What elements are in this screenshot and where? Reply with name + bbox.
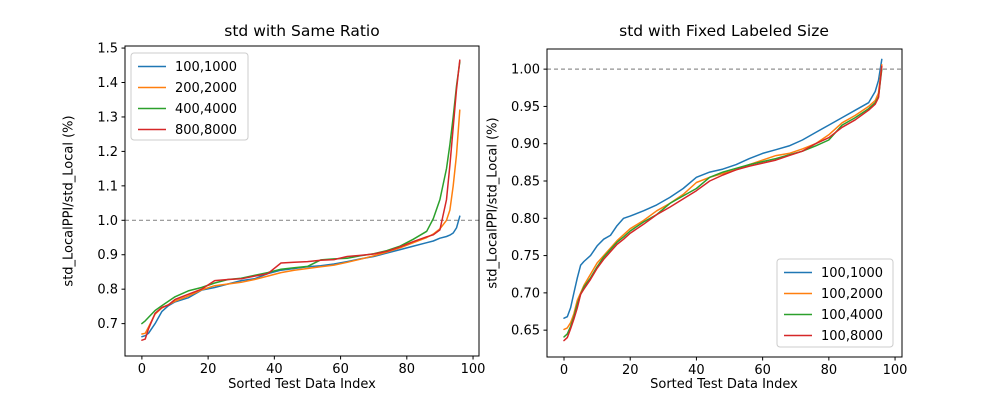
x-tick-label: 80 xyxy=(399,362,416,377)
y-tick-label: 1.2 xyxy=(97,145,118,160)
y-tick-label: 0.90 xyxy=(511,137,540,152)
x-tick-label: 60 xyxy=(332,362,349,377)
x-tick-label: 40 xyxy=(688,363,705,378)
x-tick-label: 0 xyxy=(138,362,146,377)
series-line-100-1000 xyxy=(141,215,461,338)
x-tick-label: 0 xyxy=(560,363,568,378)
x-tick-label: 100 xyxy=(461,362,486,377)
legend: 100,1000 200,2000 400,4000 800,8000 xyxy=(130,52,249,141)
legend-box xyxy=(776,258,894,348)
x-tick-label: 60 xyxy=(754,363,771,378)
chart-1: 0 20 40 60 80 100 0.65 0.70 0.75 0.80 0.85 0.90 0.95… xyxy=(511,48,908,378)
legend-label: 100,1000 xyxy=(821,266,883,281)
series-line-800-8000 xyxy=(141,59,461,341)
series-line-100-8000 xyxy=(563,65,883,342)
x-tick-label: 20 xyxy=(200,362,217,377)
legend-label: 100,4000 xyxy=(821,308,883,323)
plot-border xyxy=(546,48,903,358)
y-tick-label: 0.75 xyxy=(511,249,540,264)
series-line-100-1000 xyxy=(563,58,883,319)
plot-border xyxy=(124,45,480,357)
y-tick-label: 1.1 xyxy=(97,179,118,194)
series-line-200-2000 xyxy=(141,109,461,335)
legend-label: 100,8000 xyxy=(821,329,883,344)
legend-label: 100,2000 xyxy=(821,287,883,302)
y-tick-label: 0.65 xyxy=(511,324,540,339)
y-tick-label: 1.3 xyxy=(97,110,118,125)
y-tick-label: 0.80 xyxy=(511,212,540,227)
legend-label: 800,8000 xyxy=(175,123,237,138)
legend: 100,1000 100,2000 100,4000 100,8000 xyxy=(776,258,894,348)
x-tick-label: 40 xyxy=(266,362,283,377)
y-tick-label: 1.00 xyxy=(511,63,540,78)
series-line-400-4000 xyxy=(141,61,461,325)
y-tick-label: 1.0 xyxy=(97,214,118,229)
y-tick-label: 1.4 xyxy=(97,76,118,91)
x-tick-label: 80 xyxy=(821,363,838,378)
y-tick-label: 0.85 xyxy=(511,175,540,190)
y-tick-label: 0.9 xyxy=(97,248,118,263)
y-tick-label: 0.7 xyxy=(97,317,118,332)
legend-label: 400,4000 xyxy=(175,102,237,117)
legend-label: 200,2000 xyxy=(175,81,237,96)
x-tick-label: 20 xyxy=(622,363,639,378)
y-tick-label: 0.70 xyxy=(511,286,540,301)
legend-box xyxy=(130,52,249,141)
y-tick-label: 0.95 xyxy=(511,100,540,115)
legend-label: 100,1000 xyxy=(175,60,237,75)
x-tick-label: 100 xyxy=(883,363,908,378)
y-tick-label: 0.8 xyxy=(97,283,118,298)
chart-0: 0 20 40 60 80 100 0.7 0.8 0.9 1.0 1.1 1.2 1.3 1.4 1.5 1… xyxy=(97,42,485,377)
y-tick-label: 1.5 xyxy=(97,42,118,57)
